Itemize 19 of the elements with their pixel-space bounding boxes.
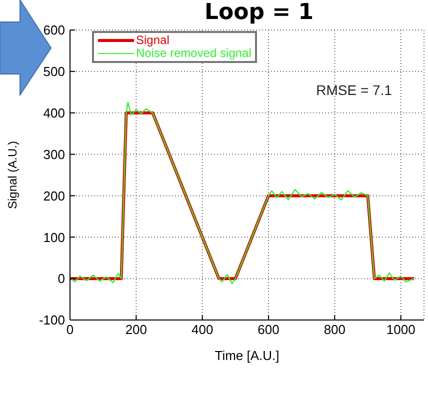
y-tick-label: -100: [38, 312, 65, 328]
x-axis-title: Time [A.U.]: [214, 348, 280, 363]
y-tick-label: 200: [43, 188, 65, 204]
x-tick-label: 400: [191, 322, 214, 338]
chart-title: Loop = 1: [204, 0, 314, 25]
legend-label: Noise removed signal: [135, 46, 252, 60]
y-tick-label: 0: [58, 271, 65, 286]
x-tick-label: 200: [125, 322, 148, 338]
x-tick-label: 1000: [386, 322, 416, 338]
y-tick-label: 600: [43, 22, 65, 38]
legend-label: Signal: [135, 33, 170, 47]
y-axis-title: Signal (A.U.): [5, 140, 20, 210]
annotation: RMSE = 7.1: [316, 82, 392, 98]
x-tick-label: 600: [258, 322, 280, 338]
y-tick-label: 300: [43, 146, 65, 162]
y-tick-label: 500: [43, 64, 65, 80]
y-tick-label: 100: [43, 230, 65, 245]
x-tick-label: 800: [324, 322, 346, 338]
y-tick-label: 400: [43, 105, 65, 120]
